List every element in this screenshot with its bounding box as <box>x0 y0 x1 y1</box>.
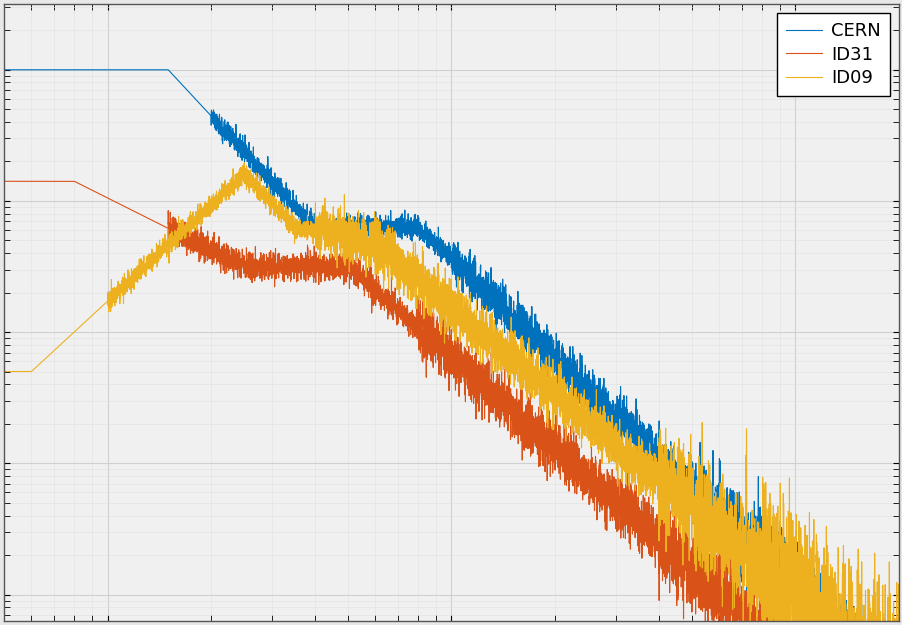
ID09 <box>0 368 10 375</box>
ID31 <box>0 177 10 185</box>
CERN <box>0 66 10 74</box>
CERN <box>661 455 672 462</box>
Legend: CERN, ID31, ID09: CERN, ID31, ID09 <box>776 13 888 96</box>
ID09 <box>528 377 538 384</box>
Line: ID09: ID09 <box>5 162 897 625</box>
ID31 <box>566 459 577 466</box>
CERN <box>709 492 720 499</box>
ID31 <box>709 571 720 578</box>
ID09 <box>322 238 333 245</box>
ID09 <box>709 544 720 551</box>
ID31 <box>528 419 538 426</box>
Line: ID31: ID31 <box>5 181 897 625</box>
CERN <box>43 66 54 74</box>
ID31 <box>43 177 54 185</box>
CERN <box>528 327 538 334</box>
CERN <box>322 225 333 232</box>
ID09 <box>43 351 54 359</box>
Line: CERN: CERN <box>5 70 897 625</box>
ID31 <box>322 264 333 271</box>
ID09 <box>566 412 577 420</box>
CERN <box>566 373 577 381</box>
ID09 <box>661 497 672 504</box>
ID31 <box>661 539 672 546</box>
ID09 <box>239 159 250 166</box>
